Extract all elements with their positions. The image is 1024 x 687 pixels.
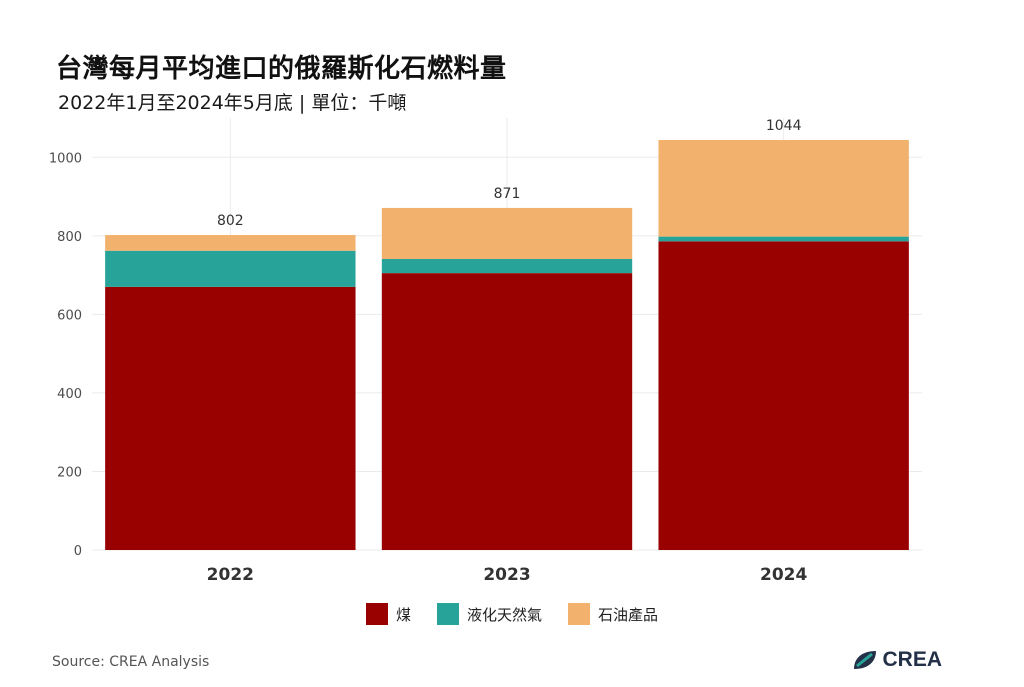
x-tick-label: 2022 — [207, 565, 254, 585]
y-tick-label: 200 — [57, 465, 82, 480]
legend-label: 煤 — [395, 605, 411, 624]
crea-logo: CREA — [852, 648, 942, 672]
legend: 煤 液化天然氣 石油產品 — [0, 603, 1024, 625]
x-tick-label: 2024 — [760, 565, 807, 585]
bar-segment-2024-0 — [658, 241, 909, 551]
y-tick-label: 1000 — [49, 151, 82, 166]
bar-segment-2022-1 — [105, 250, 356, 287]
bar-segment-2023-0 — [381, 273, 633, 550]
stacked-bar-chart: 0 200 400 600 800 1000 802 2022 871 2023 1044 2024 — [49, 118, 922, 585]
source-note: Source: CREA Analysis — [52, 654, 210, 670]
legend-swatch — [436, 603, 459, 625]
legend-item: 石油產品 — [568, 603, 658, 625]
y-tick-label: 0 — [74, 544, 82, 559]
bar-segment-2022-2 — [105, 235, 356, 251]
bar-segment-2022-0 — [105, 286, 356, 550]
bar-segment-2024-1 — [658, 236, 909, 242]
bar-segment-2023-1 — [381, 258, 633, 274]
legend-item: 煤 — [365, 603, 411, 625]
bar-segment-2024-2 — [658, 139, 909, 237]
legend-swatch — [568, 603, 590, 625]
chart-subtitle: 2022年1月至2024年5月底 | 單位：千噸 — [58, 92, 407, 114]
legend-label: 液化天然氣 — [466, 605, 542, 624]
y-tick-label: 400 — [57, 387, 82, 402]
legend-item: 液化天然氣 — [436, 603, 542, 625]
bar-segment-2023-2 — [381, 207, 633, 259]
total-label: 871 — [494, 186, 521, 202]
total-label: 1044 — [766, 118, 802, 134]
crea-logo-text: CREA — [882, 648, 942, 671]
y-tick-label: 800 — [57, 230, 82, 245]
chart-title: 台灣每月平均進口的俄羅斯化石燃料量 — [56, 54, 507, 84]
legend-label: 石油產品 — [598, 605, 659, 624]
crea-leaf-icon — [854, 651, 877, 669]
legend-swatch — [365, 603, 388, 625]
x-tick-label: 2023 — [483, 565, 530, 585]
total-label: 802 — [217, 213, 244, 229]
y-tick-label: 600 — [57, 308, 82, 323]
bars-layer — [105, 139, 909, 551]
labels-layer: 0 200 400 600 800 1000 802 2022 871 2023 1044 2024 — [49, 118, 808, 585]
